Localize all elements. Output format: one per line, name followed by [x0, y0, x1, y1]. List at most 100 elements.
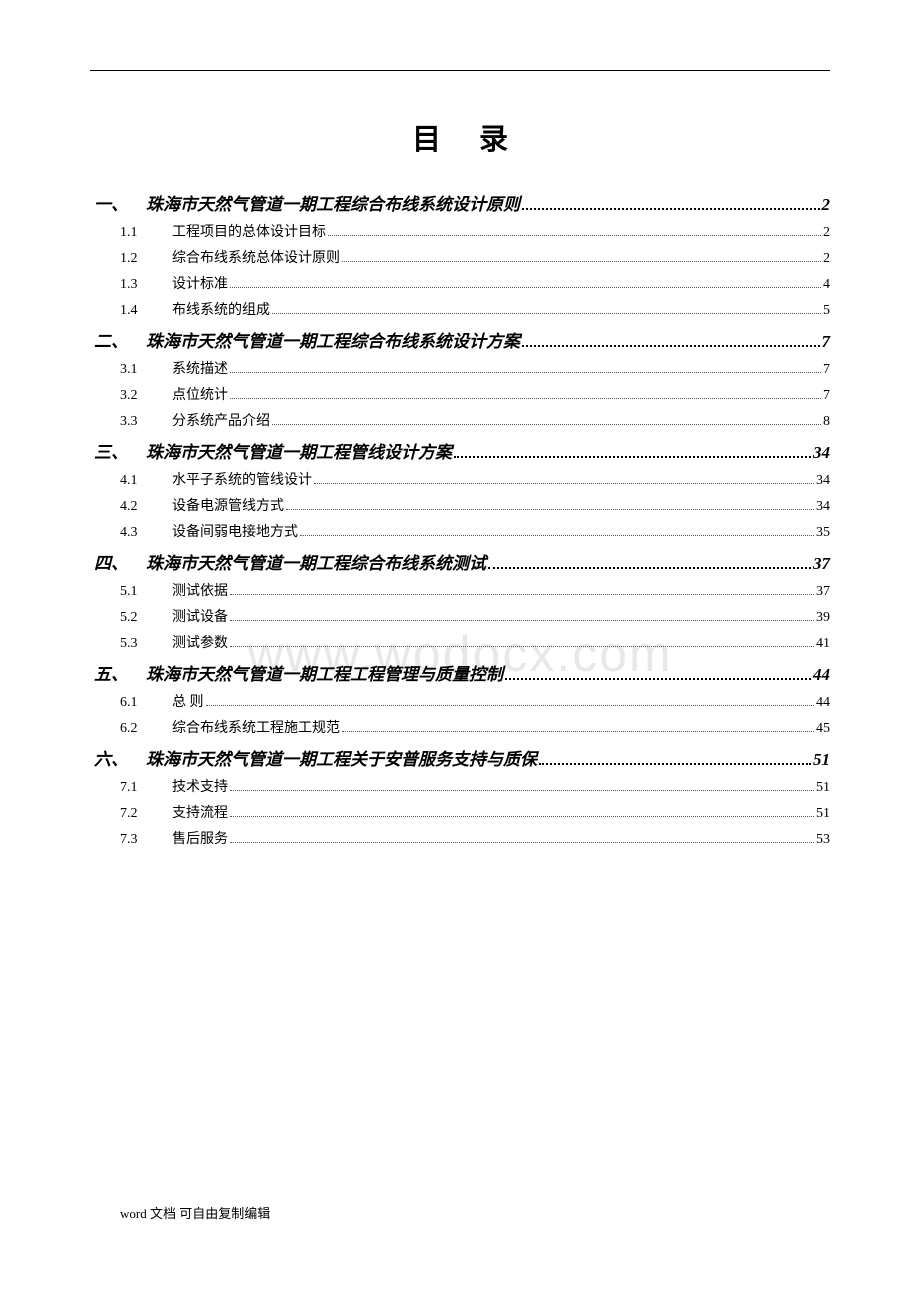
- toc-subsection[interactable]: 1.3设计标准 4: [90, 273, 830, 293]
- subsection-page-number: 8: [823, 414, 830, 430]
- section-dot-leader: [522, 345, 820, 347]
- subsection-dot-leader: [230, 594, 814, 595]
- toc-subsection[interactable]: 4.2设备电源管线方式 34: [90, 495, 830, 515]
- subsection-title: 测试设备: [172, 606, 228, 626]
- subsection-number: 4.1: [120, 473, 172, 489]
- toc-section: 一、珠海市天然气管道一期工程综合布线系统设计原则21.1工程项目的总体设计目标2…: [90, 190, 830, 319]
- toc-section-header[interactable]: 一、珠海市天然气管道一期工程综合布线系统设计原则 2: [90, 190, 830, 215]
- header-rule: [90, 70, 830, 71]
- subsection-dot-leader: [230, 790, 814, 791]
- section-page-number: 51: [813, 750, 830, 770]
- toc-section: 三、珠海市天然气管道一期工程管线设计方案344.1水平子系统的管线设计344.2…: [90, 438, 830, 541]
- subsection-dot-leader: [230, 398, 821, 399]
- toc-section-header[interactable]: 二、珠海市天然气管道一期工程综合布线系统设计方案7: [90, 327, 830, 352]
- subsection-page-number: 2: [823, 251, 830, 267]
- toc-subsection[interactable]: 3.2点位统计7: [90, 384, 830, 404]
- table-of-contents: 一、珠海市天然气管道一期工程综合布线系统设计原则21.1工程项目的总体设计目标2…: [90, 190, 830, 848]
- toc-subsection[interactable]: 7.2支持流程51: [90, 802, 830, 822]
- section-title: 珠海市天然气管道一期工程管线设计方案: [146, 438, 452, 463]
- section-number: 一、: [90, 190, 146, 215]
- section-page-number: 34: [813, 443, 830, 463]
- subsection-number: 4.3: [120, 525, 172, 541]
- section-title-wrap: 珠海市天然气管道一期工程管线设计方案 34: [146, 438, 830, 463]
- subsection-number: 5.3: [120, 636, 172, 652]
- subsection-dot-leader: [230, 287, 821, 288]
- subsection-page-number: 7: [823, 362, 830, 378]
- subsection-title: 系统描述: [172, 358, 228, 378]
- subsection-dot-leader: [272, 424, 821, 425]
- subsection-dot-leader: [230, 372, 821, 373]
- subsection-page-number: 7: [823, 388, 830, 404]
- subsection-number: 1.3: [120, 277, 172, 293]
- subsection-page-number: 37: [816, 584, 830, 600]
- section-number: 二、: [90, 327, 146, 352]
- subsection-number: 7.1: [120, 780, 172, 796]
- subsection-title: 设计标准: [172, 273, 228, 293]
- page-title: 目录: [90, 116, 830, 158]
- toc-subsection[interactable]: 5.3测试参数41: [90, 632, 830, 652]
- subsection-number: 3.3: [120, 414, 172, 430]
- subsection-page-number: 34: [816, 473, 830, 489]
- toc-subsection[interactable]: 4.3设备间弱电接地方式 35: [90, 521, 830, 541]
- subsection-title: 测试参数: [172, 632, 228, 652]
- section-title: 珠海市天然气管道一期工程综合布线系统设计原则: [146, 190, 520, 215]
- subsection-page-number: 34: [816, 499, 830, 515]
- subsection-title: 设备电源管线方式: [172, 495, 284, 515]
- subsection-number: 1.1: [120, 225, 172, 241]
- subsection-number: 1.4: [120, 303, 172, 319]
- toc-subsection[interactable]: 1.4布线系统的组成5: [90, 299, 830, 319]
- section-dot-leader: [488, 567, 811, 569]
- toc-subsection[interactable]: 1.2综合布线系统总体设计原则2: [90, 247, 830, 267]
- section-title: 珠海市天然气管道一期工程工程管理与质量控制: [146, 660, 503, 685]
- toc-subsection[interactable]: 4.1水平子系统的管线设计34: [90, 469, 830, 489]
- subsection-dot-leader: [286, 509, 814, 510]
- subsection-number: 3.1: [120, 362, 172, 378]
- subsection-number: 5.1: [120, 584, 172, 600]
- section-dot-leader: [505, 678, 811, 680]
- subsection-page-number: 51: [816, 780, 830, 796]
- toc-subsection[interactable]: 5.2测试设备39: [90, 606, 830, 626]
- section-page-number: 44: [813, 665, 830, 685]
- toc-subsection[interactable]: 7.3售后服务53: [90, 828, 830, 848]
- document-page: 目录 一、珠海市天然气管道一期工程综合布线系统设计原则 2 1.1工程项目的总体设计…: [0, 0, 920, 896]
- subsection-dot-leader: [230, 816, 814, 817]
- subsection-page-number: 53: [816, 832, 830, 848]
- toc-subsection[interactable]: 6.1总 则44: [90, 691, 830, 711]
- toc-section-header[interactable]: 四、珠海市天然气管道一期工程综合布线系统测试37: [90, 549, 830, 574]
- subsection-page-number: 44: [816, 695, 830, 711]
- subsection-title: 综合布线系统工程施工规范: [172, 717, 340, 737]
- subsection-page-number: 35: [816, 525, 830, 541]
- subsection-dot-leader: [314, 483, 814, 484]
- subsection-dot-leader: [230, 842, 814, 843]
- section-page-number: 2: [822, 195, 831, 215]
- subsection-title: 综合布线系统总体设计原则: [172, 247, 340, 267]
- subsection-title: 设备间弱电接地方式: [172, 521, 298, 541]
- subsection-dot-leader: [230, 620, 814, 621]
- section-title-wrap: 珠海市天然气管道一期工程工程管理与质量控制 44: [146, 660, 830, 685]
- toc-subsection[interactable]: 7.1技术支持 51: [90, 776, 830, 796]
- toc-section-header[interactable]: 六、珠海市天然气管道一期工程关于安普服务支持与质保51: [90, 745, 830, 770]
- toc-subsection[interactable]: 6.2综合布线系统工程施工规范45: [90, 717, 830, 737]
- subsection-title: 支持流程: [172, 802, 228, 822]
- toc-section-header[interactable]: 三、珠海市天然气管道一期工程管线设计方案34: [90, 438, 830, 463]
- subsection-number: 7.2: [120, 806, 172, 822]
- subsection-page-number: 4: [823, 277, 830, 293]
- section-title: 珠海市天然气管道一期工程综合布线系统设计方案: [146, 327, 520, 352]
- subsection-number: 5.2: [120, 610, 172, 626]
- subsection-title: 工程项目的总体设计目标: [172, 221, 326, 241]
- section-dot-leader: [539, 763, 811, 765]
- toc-subsection[interactable]: 3.3分系统产品介绍8: [90, 410, 830, 430]
- toc-subsection[interactable]: 3.1系统描述 7: [90, 358, 830, 378]
- section-page-number: 37: [813, 554, 830, 574]
- subsection-number: 4.2: [120, 499, 172, 515]
- subsection-dot-leader: [342, 261, 821, 262]
- toc-subsection[interactable]: 5.1测试依据37: [90, 580, 830, 600]
- section-dot-leader: [522, 208, 820, 210]
- toc-subsection[interactable]: 1.1工程项目的总体设计目标2: [90, 221, 830, 241]
- subsection-title: 技术支持: [172, 776, 228, 796]
- toc-section-header[interactable]: 五、珠海市天然气管道一期工程工程管理与质量控制44: [90, 660, 830, 685]
- section-title-wrap: 珠海市天然气管道一期工程关于安普服务支持与质保51: [146, 745, 830, 770]
- section-number: 四、: [90, 549, 146, 574]
- subsection-dot-leader: [300, 535, 814, 536]
- section-title-wrap: 珠海市天然气管道一期工程综合布线系统设计方案7: [146, 327, 830, 352]
